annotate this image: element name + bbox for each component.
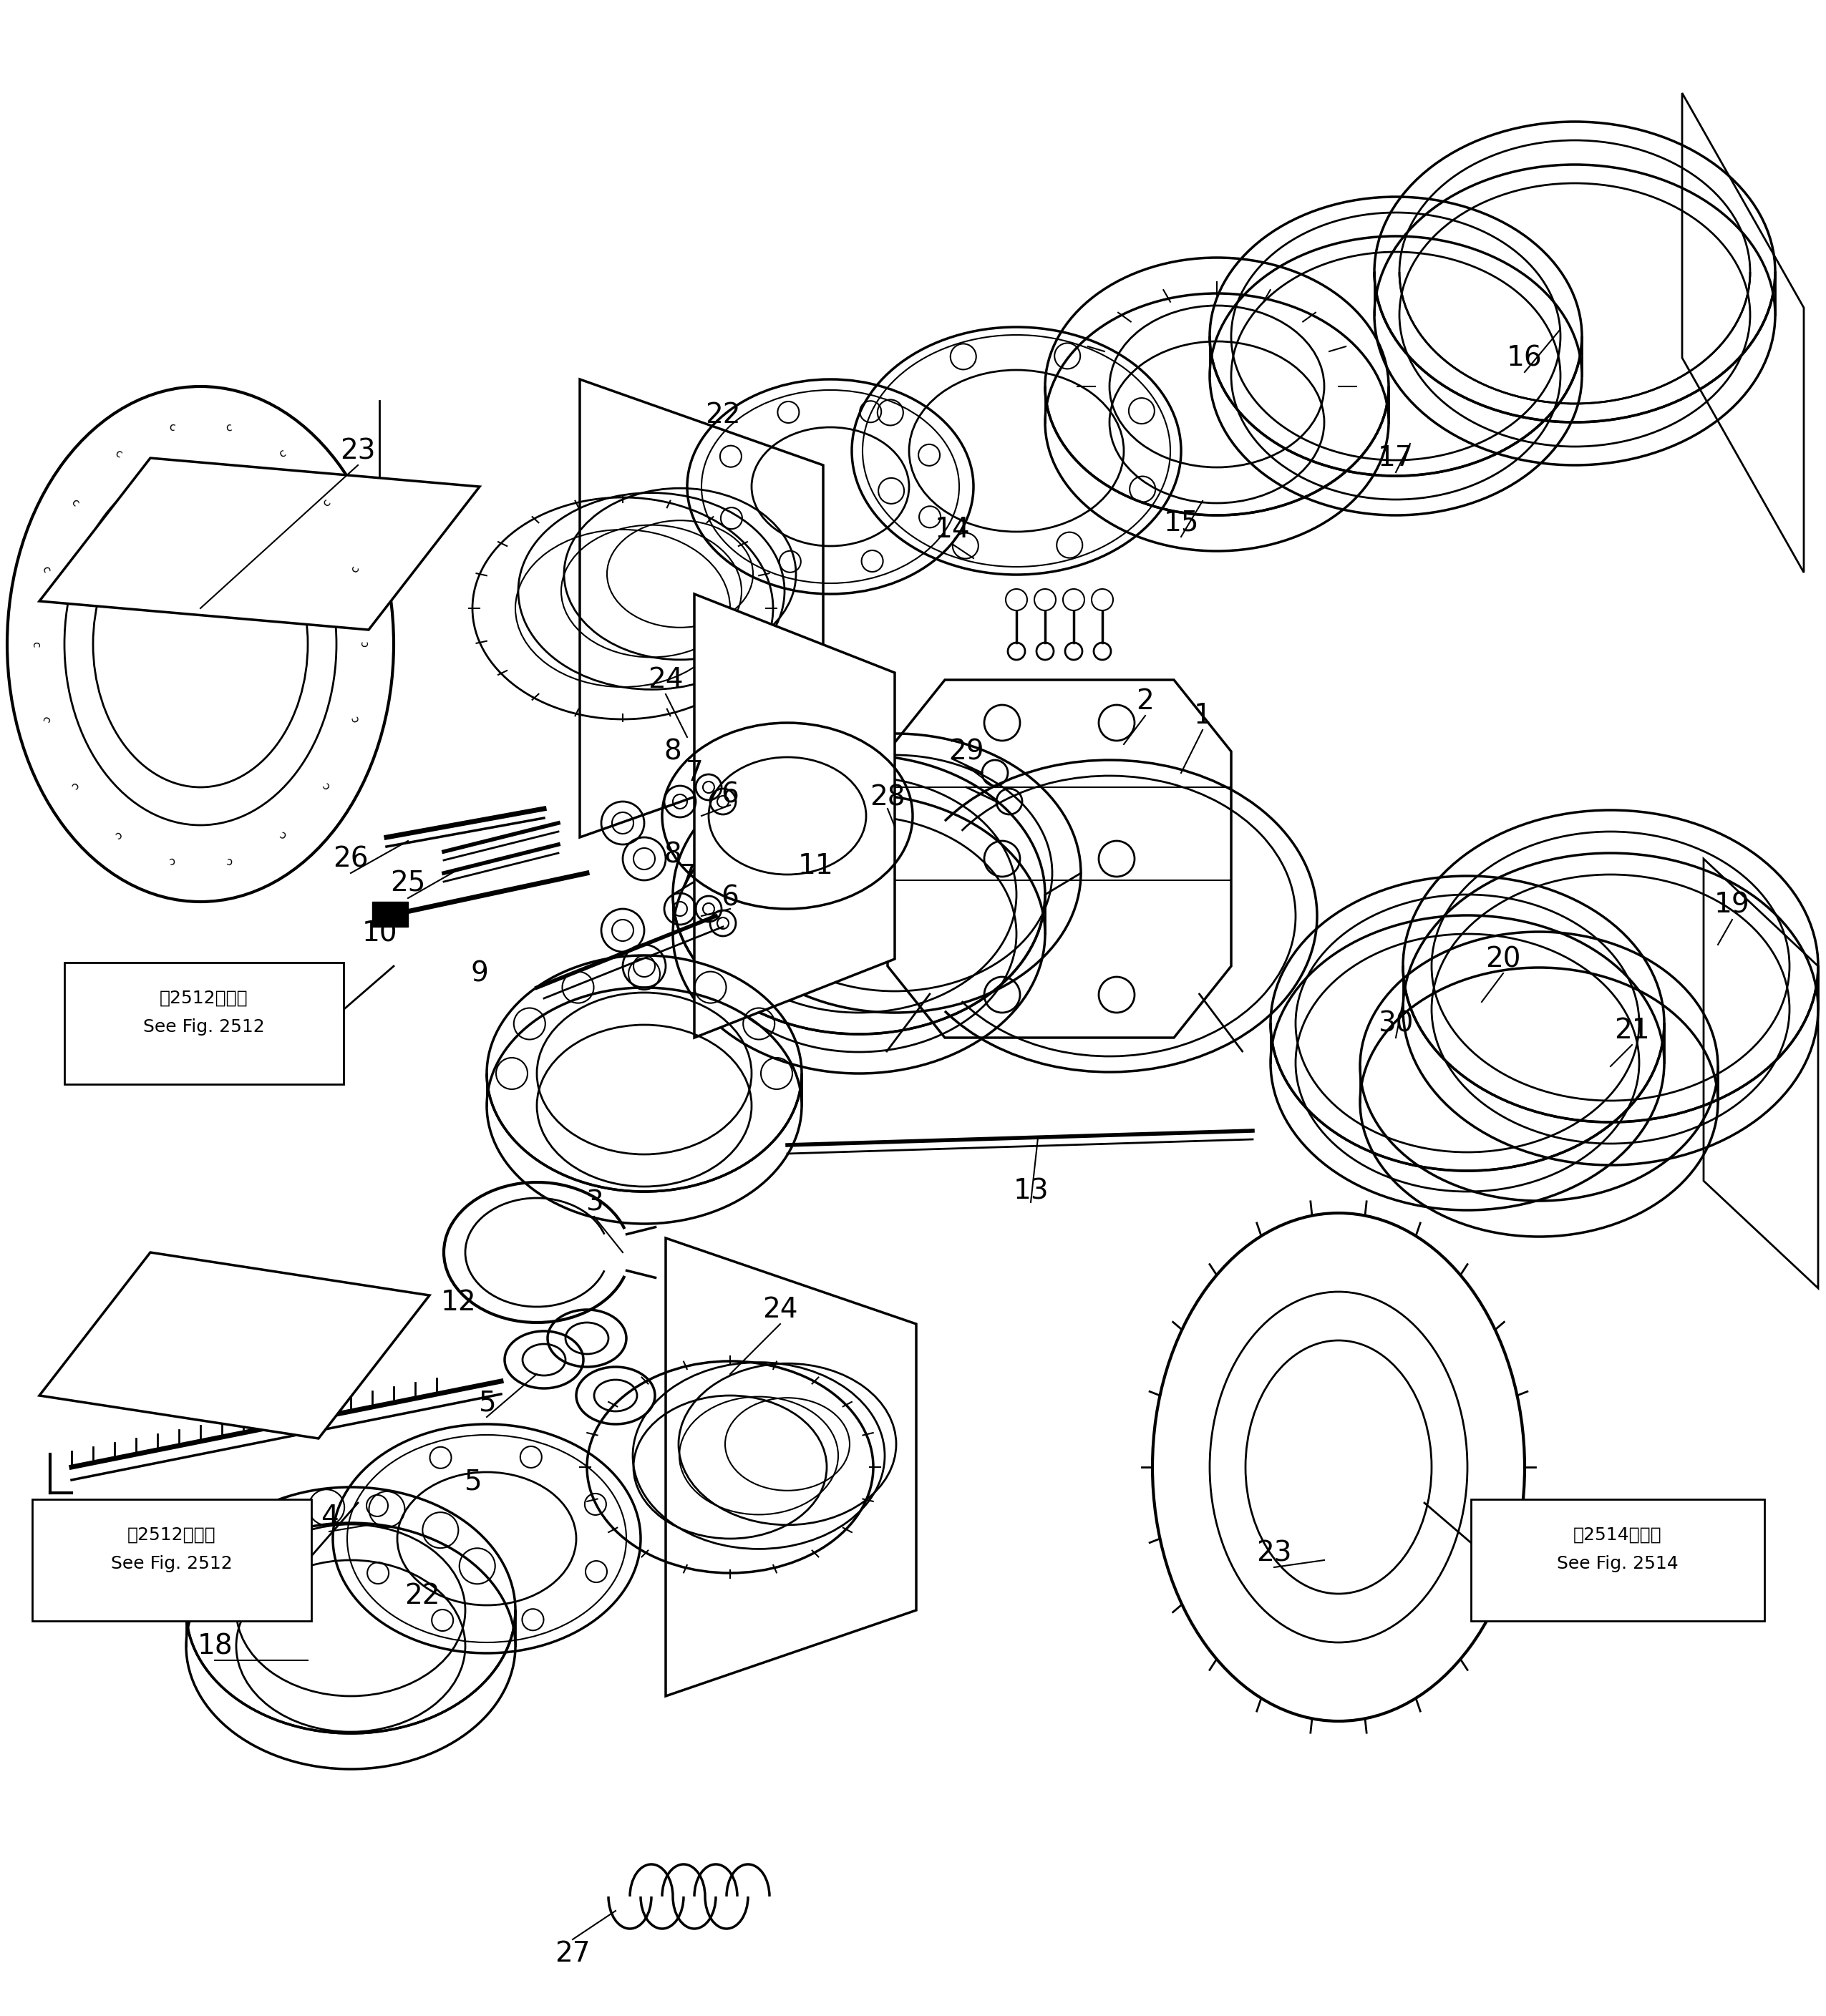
Text: 16: 16 bbox=[1506, 345, 1543, 371]
Polygon shape bbox=[666, 1238, 917, 1695]
Text: c: c bbox=[113, 448, 124, 460]
Text: 22: 22 bbox=[405, 1583, 440, 1609]
Text: See Fig. 2512: See Fig. 2512 bbox=[111, 1554, 232, 1572]
Text: 15: 15 bbox=[1163, 508, 1200, 536]
Text: 第2512図参照: 第2512図参照 bbox=[159, 990, 248, 1006]
Text: 4: 4 bbox=[320, 1504, 338, 1530]
Text: 第2512図参照: 第2512図参照 bbox=[128, 1526, 215, 1544]
Text: c: c bbox=[40, 714, 51, 724]
Text: c: c bbox=[278, 829, 289, 841]
Text: c: c bbox=[68, 498, 80, 508]
Text: c: c bbox=[68, 780, 80, 790]
Text: 5: 5 bbox=[478, 1389, 495, 1417]
Polygon shape bbox=[40, 458, 480, 629]
Text: 6: 6 bbox=[721, 780, 740, 808]
Text: 8: 8 bbox=[665, 738, 681, 764]
Text: 12: 12 bbox=[440, 1288, 477, 1316]
Text: c: c bbox=[278, 448, 289, 460]
Text: 11: 11 bbox=[798, 853, 834, 879]
Text: c: c bbox=[168, 855, 175, 867]
Text: 18: 18 bbox=[197, 1633, 232, 1659]
Text: 28: 28 bbox=[869, 784, 906, 812]
Text: c: c bbox=[321, 498, 332, 508]
Text: c: c bbox=[321, 780, 332, 790]
Text: 29: 29 bbox=[948, 738, 984, 764]
Text: 23: 23 bbox=[340, 437, 376, 464]
Text: 30: 30 bbox=[1379, 1010, 1413, 1036]
Text: c: c bbox=[360, 641, 371, 647]
Text: c: c bbox=[113, 829, 124, 841]
Text: 8: 8 bbox=[665, 841, 681, 869]
Text: See Fig. 2514: See Fig. 2514 bbox=[1558, 1554, 1678, 1572]
Circle shape bbox=[1006, 589, 1028, 611]
Text: c: c bbox=[168, 421, 175, 433]
Text: 27: 27 bbox=[555, 1939, 590, 1968]
Text: 7: 7 bbox=[677, 863, 696, 891]
Text: 23: 23 bbox=[1256, 1540, 1291, 1566]
FancyBboxPatch shape bbox=[64, 962, 343, 1085]
Text: c: c bbox=[225, 855, 234, 867]
Text: c: c bbox=[349, 714, 362, 724]
Text: 21: 21 bbox=[1614, 1016, 1649, 1044]
Text: c: c bbox=[349, 564, 362, 575]
Polygon shape bbox=[694, 595, 895, 1038]
Text: 24: 24 bbox=[648, 665, 683, 694]
Polygon shape bbox=[887, 679, 1231, 1038]
Text: 7: 7 bbox=[685, 760, 703, 786]
Circle shape bbox=[1092, 589, 1114, 611]
Text: 14: 14 bbox=[935, 516, 970, 542]
Text: 9: 9 bbox=[471, 960, 489, 988]
Text: 22: 22 bbox=[705, 401, 741, 429]
Text: c: c bbox=[40, 564, 51, 575]
Polygon shape bbox=[40, 1252, 429, 1439]
Circle shape bbox=[1034, 589, 1055, 611]
Text: 17: 17 bbox=[1379, 444, 1413, 472]
Text: 24: 24 bbox=[763, 1296, 798, 1322]
Text: 1: 1 bbox=[1194, 702, 1211, 730]
Text: c: c bbox=[225, 421, 234, 433]
Text: 19: 19 bbox=[1715, 891, 1749, 919]
Text: See Fig. 2512: See Fig. 2512 bbox=[142, 1018, 265, 1036]
FancyBboxPatch shape bbox=[1472, 1500, 1764, 1621]
Text: 第2514図参照: 第2514図参照 bbox=[1574, 1526, 1662, 1544]
Text: 13: 13 bbox=[1013, 1177, 1048, 1206]
Bar bbox=[373, 901, 407, 927]
Text: 25: 25 bbox=[391, 871, 425, 897]
Text: 3: 3 bbox=[586, 1189, 603, 1216]
Text: 20: 20 bbox=[1486, 946, 1521, 972]
Text: 10: 10 bbox=[362, 921, 396, 948]
Text: 2: 2 bbox=[1136, 687, 1154, 716]
FancyBboxPatch shape bbox=[33, 1500, 312, 1621]
Text: 5: 5 bbox=[464, 1468, 482, 1496]
Text: 26: 26 bbox=[332, 845, 369, 873]
Text: c: c bbox=[31, 641, 42, 647]
Text: 6: 6 bbox=[721, 885, 740, 911]
Circle shape bbox=[1063, 589, 1085, 611]
